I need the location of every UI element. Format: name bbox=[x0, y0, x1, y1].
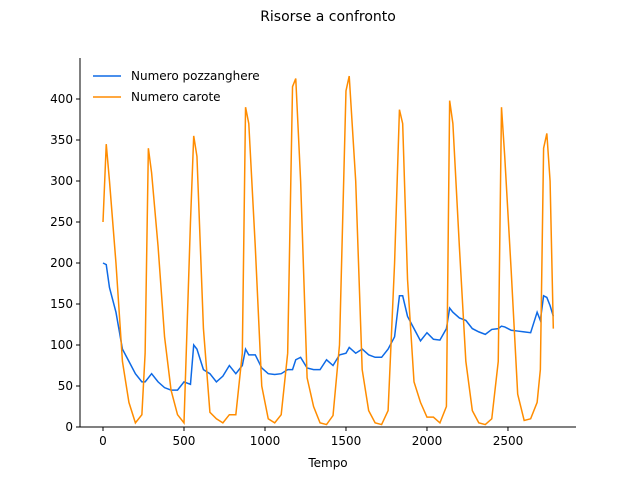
x-tick-label: 2500 bbox=[493, 434, 524, 448]
legend-label: Numero pozzanghere bbox=[131, 69, 260, 83]
series-line bbox=[102, 75, 555, 426]
chart-title: Risorse a confronto bbox=[260, 9, 396, 25]
y-tick-label: 150 bbox=[50, 297, 73, 311]
y-tick-label: 0 bbox=[65, 420, 73, 434]
x-tick-label: 1000 bbox=[250, 434, 281, 448]
y-tick-label: 200 bbox=[50, 256, 73, 270]
y-tick-label: 300 bbox=[50, 174, 73, 188]
x-tick-label: 500 bbox=[173, 434, 196, 448]
x-tick-label: 2000 bbox=[412, 434, 443, 448]
y-tick-label: 250 bbox=[50, 215, 73, 229]
x-tick-label: 0 bbox=[99, 434, 107, 448]
x-axis-label: Tempo bbox=[307, 456, 347, 470]
y-tick-label: 400 bbox=[50, 92, 73, 106]
y-tick-label: 50 bbox=[58, 379, 73, 393]
y-tick-label: 350 bbox=[50, 133, 73, 147]
x-tick-label: 1500 bbox=[331, 434, 362, 448]
series-line bbox=[102, 262, 555, 391]
legend-label: Numero carote bbox=[131, 90, 221, 104]
y-tick-label: 100 bbox=[50, 338, 73, 352]
